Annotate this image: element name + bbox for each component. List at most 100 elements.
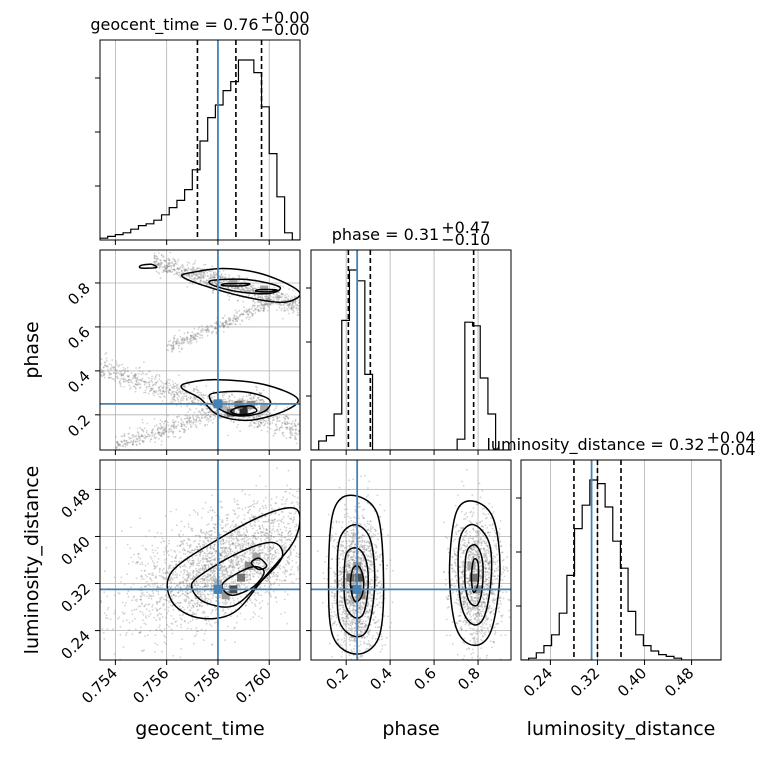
sample-point — [241, 320, 244, 323]
sample-point — [256, 591, 259, 594]
sample-point — [269, 560, 272, 563]
sample-point — [283, 536, 286, 539]
sample-point — [237, 299, 239, 302]
sample-point — [253, 416, 256, 418]
sample-point — [167, 572, 169, 575]
sample-point — [183, 428, 185, 430]
sample-point — [151, 544, 154, 547]
sample-point — [163, 265, 165, 268]
sample-point — [294, 437, 297, 439]
sample-point — [251, 537, 254, 539]
sample-point — [182, 569, 185, 572]
sample-point — [312, 520, 314, 522]
sample-point — [161, 381, 163, 384]
sample-point — [165, 419, 167, 422]
sample-point — [156, 531, 159, 534]
sample-point — [185, 394, 188, 397]
sample-point — [234, 317, 237, 320]
sample-point — [156, 263, 159, 266]
sample-point — [229, 529, 231, 532]
sample-point — [139, 426, 142, 429]
sample-point — [278, 513, 281, 516]
sample-point — [177, 340, 180, 342]
sample-point — [154, 576, 157, 579]
sample-point — [169, 427, 172, 430]
sample-point — [164, 267, 167, 270]
sample-point — [116, 447, 118, 449]
sample-point — [133, 553, 136, 556]
sample-point — [163, 602, 166, 605]
sample-point — [158, 266, 161, 269]
sample-point — [267, 548, 269, 551]
sample-point — [137, 438, 140, 440]
sample-point — [166, 267, 169, 270]
sample-point — [126, 369, 129, 372]
sample-point — [184, 269, 187, 271]
sample-point — [171, 623, 174, 625]
sample-point — [289, 436, 292, 438]
sample-point — [242, 288, 245, 291]
sample-point — [172, 387, 174, 389]
sample-point — [84, 655, 86, 657]
sample-point — [253, 422, 256, 424]
sample-point — [173, 269, 176, 272]
sample-point — [276, 566, 278, 569]
sample-point — [257, 532, 260, 534]
sample-point — [174, 260, 177, 262]
sample-point — [160, 435, 163, 438]
sample-point — [211, 332, 213, 335]
sample-point — [140, 435, 143, 437]
sample-point — [193, 388, 196, 391]
sample-point — [143, 361, 145, 363]
sample-point — [200, 420, 203, 423]
sample-point — [177, 267, 180, 270]
sample-point — [214, 562, 217, 565]
sample-point — [191, 604, 194, 606]
sample-point — [228, 317, 231, 319]
sample-point — [180, 423, 183, 426]
sample-point — [171, 556, 174, 558]
sample-point — [140, 435, 143, 438]
sample-point — [179, 430, 182, 433]
sample-point — [297, 429, 300, 432]
sample-point — [282, 516, 285, 518]
sample-point — [139, 386, 142, 389]
sample-point — [268, 422, 271, 425]
sample-point — [211, 597, 214, 600]
sample-point — [178, 388, 180, 391]
sample-point — [124, 371, 126, 374]
sample-point — [160, 433, 163, 436]
sample-point — [195, 408, 198, 410]
sample-point — [162, 387, 165, 389]
sample-point — [239, 545, 242, 548]
sample-point — [168, 436, 170, 438]
sample-point — [134, 374, 137, 377]
sample-point — [112, 371, 115, 374]
sample-point — [134, 440, 137, 443]
sample-point — [214, 577, 216, 579]
sample-point — [252, 516, 255, 519]
sample-point — [248, 553, 251, 555]
sample-point — [251, 539, 254, 542]
sample-point — [224, 320, 227, 323]
sample-point — [171, 390, 174, 393]
sample-point — [219, 416, 222, 419]
sample-point — [271, 298, 273, 301]
sample-point — [153, 555, 156, 558]
sample-point — [127, 370, 129, 373]
sample-point — [201, 415, 203, 417]
sample-point — [197, 570, 200, 573]
sample-point — [172, 345, 174, 347]
sample-point — [167, 262, 169, 265]
sample-point — [135, 577, 138, 579]
sample-point — [258, 546, 261, 549]
sample-point — [171, 262, 174, 265]
sample-point — [247, 316, 249, 318]
sample-point — [183, 599, 186, 601]
sample-point — [266, 568, 268, 571]
sample-point — [288, 554, 291, 557]
sample-point — [285, 302, 287, 305]
sample-point — [204, 536, 207, 538]
sample-point — [109, 373, 112, 375]
sample-point — [140, 575, 142, 578]
